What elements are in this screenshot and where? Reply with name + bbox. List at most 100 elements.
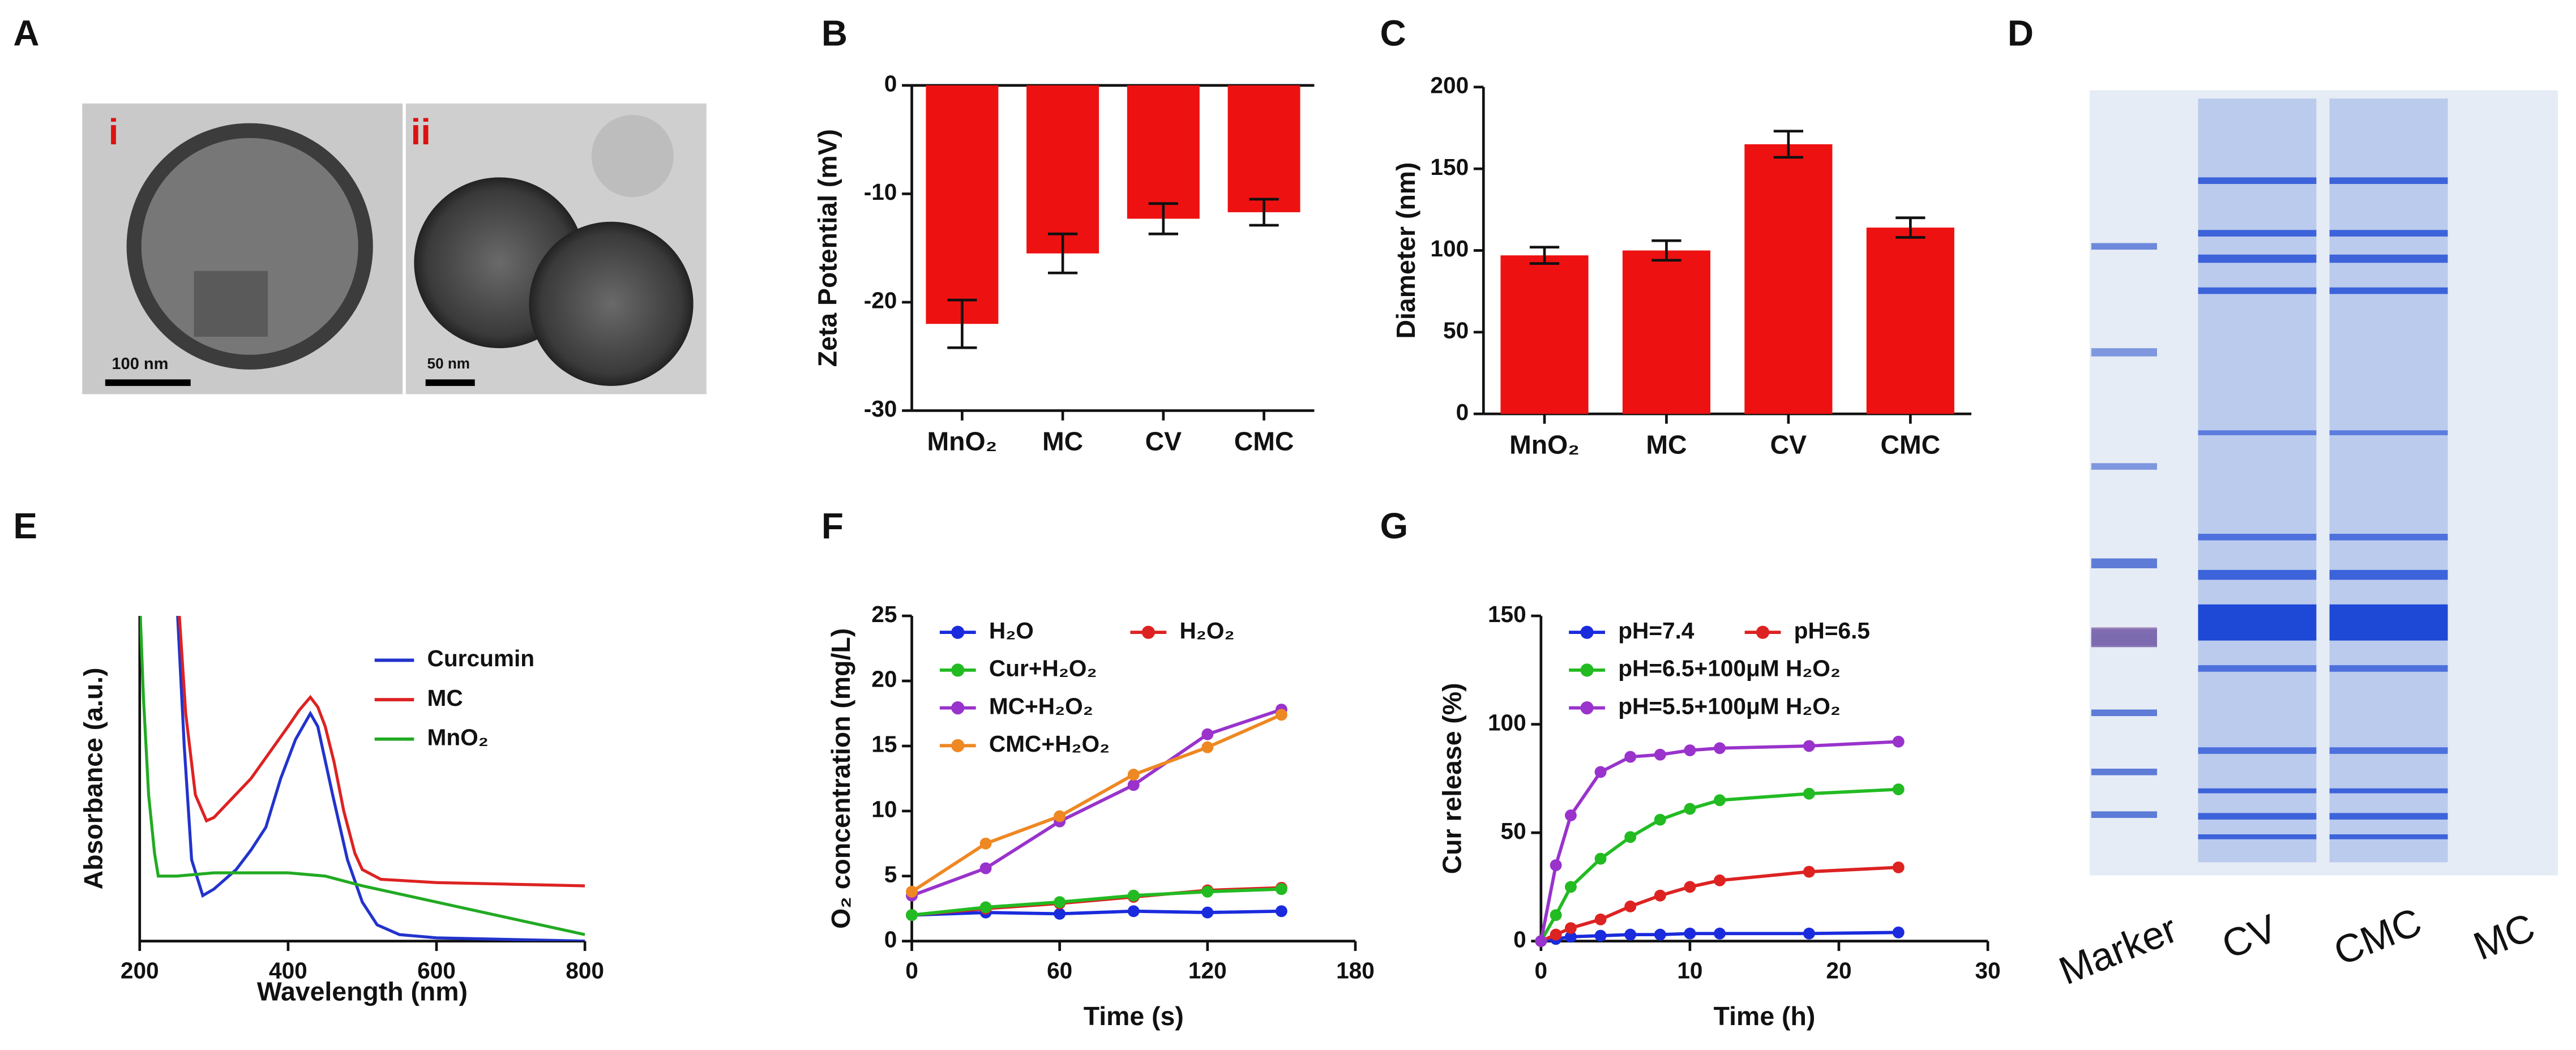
- data-point: [1624, 751, 1637, 763]
- gel-band: [2091, 709, 2157, 717]
- gel-band: [2329, 747, 2448, 754]
- gel-image: [2089, 90, 2558, 876]
- series-line: [1539, 740, 1899, 942]
- legend-label: Curcumin: [427, 645, 535, 671]
- gel-band: [2198, 177, 2317, 184]
- x-tick-label: MnO₂: [927, 427, 998, 456]
- legend-label: pH=6.5+100μM H₂O₂: [1618, 655, 1841, 682]
- data-point: [1654, 748, 1666, 761]
- bar: [1127, 85, 1200, 219]
- series-line: [1540, 865, 1899, 943]
- data-point: [1714, 874, 1726, 886]
- bar: [1500, 255, 1589, 414]
- gel-band: [2198, 813, 2317, 820]
- panel-label: D: [2008, 13, 2034, 54]
- data-point: [979, 837, 992, 850]
- lane-label: Marker: [2053, 906, 2183, 993]
- lane-label: MC: [2467, 905, 2541, 968]
- bar: [1026, 85, 1099, 254]
- y-tick-label: 25: [871, 601, 897, 627]
- x-tick-label: MnO₂: [1509, 430, 1580, 460]
- y-tick-label: 0: [884, 926, 897, 952]
- data-point: [1594, 852, 1607, 865]
- x-tick-label: CV: [1145, 427, 1182, 456]
- y-tick-label: -20: [864, 288, 897, 314]
- y-tick-label: 5: [884, 861, 897, 887]
- tem-images: i ii 100 nm 50 nm: [82, 103, 707, 395]
- series-line: [178, 616, 585, 888]
- x-tick-label: 400: [269, 957, 307, 983]
- data-point: [1201, 728, 1214, 740]
- data-point: [1803, 865, 1815, 878]
- gel-band: [2329, 604, 2448, 641]
- data-point: [1127, 905, 1140, 918]
- data-point: [1275, 709, 1287, 721]
- legend-marker: [1580, 625, 1594, 639]
- legend-marker: [1580, 663, 1594, 677]
- panel-label: C: [1380, 13, 1406, 54]
- data-point: [1654, 813, 1666, 826]
- error-bar: [1895, 216, 1925, 239]
- x-tick-label: 30: [1975, 957, 2001, 983]
- y-tick-label: -30: [864, 396, 897, 422]
- gel-band: [2091, 811, 2157, 818]
- y-tick-label: 150: [1430, 154, 1469, 180]
- data-point: [1594, 929, 1607, 942]
- plot-area: [906, 704, 1287, 922]
- x-tick-label: 800: [566, 957, 604, 983]
- data-point: [1054, 907, 1066, 920]
- gel-background: [2089, 90, 2558, 876]
- inset-label: ii: [411, 112, 431, 152]
- data-point: [1565, 881, 1577, 893]
- data-point: [1127, 889, 1140, 902]
- series-line: [1539, 787, 1899, 942]
- gel-band: [2329, 788, 2448, 794]
- x-tick-label: 120: [1188, 957, 1227, 983]
- series-line: [911, 708, 1282, 897]
- legend-marker: [1141, 625, 1155, 639]
- gel-lane: [2198, 98, 2317, 863]
- legend-label: pH=5.5+100μM H₂O₂: [1618, 693, 1841, 719]
- data-point: [906, 885, 918, 898]
- legend-marker: [951, 739, 965, 752]
- gel-band: [2329, 534, 2448, 541]
- y-tick-label: 200: [1430, 72, 1469, 98]
- error-bar: [1148, 202, 1178, 235]
- legend-marker: [1580, 701, 1594, 715]
- y-axis-title: Cur release (%): [1437, 683, 1466, 874]
- data-point: [1684, 744, 1696, 757]
- data-point: [1565, 922, 1577, 935]
- gel-band: [2091, 463, 2157, 470]
- x-axis-title: Wavelength (nm): [257, 977, 468, 1006]
- x-tick-label: MC: [1042, 427, 1083, 456]
- legend-label: MnO₂: [427, 724, 489, 750]
- gel-band: [2329, 287, 2448, 294]
- data-point: [1684, 881, 1696, 893]
- gel-band: [2198, 254, 2317, 263]
- gel-band: [2091, 348, 2157, 357]
- x-tick-label: 200: [121, 957, 159, 983]
- gel-band: [2198, 604, 2317, 641]
- gel-band: [2198, 230, 2317, 237]
- plot-area: [1535, 735, 1905, 948]
- x-tick-label: 180: [1336, 957, 1375, 983]
- data-point: [1714, 742, 1726, 755]
- x-tick-label: 0: [905, 957, 918, 983]
- legend-label: H₂O₂: [1179, 618, 1234, 644]
- series-line: [139, 616, 585, 936]
- legend-label: MC+H₂O₂: [989, 693, 1093, 719]
- gel-band: [2198, 569, 2317, 580]
- data-point: [1535, 935, 1547, 948]
- gel-band: [2329, 569, 2448, 580]
- x-tick-label: CMC: [1881, 430, 1941, 460]
- legend-label: CMC+H₂O₂: [989, 731, 1110, 757]
- debris: [591, 115, 674, 198]
- error-bar: [1529, 246, 1560, 265]
- y-tick-label: 50: [1443, 318, 1469, 344]
- data-point: [1565, 931, 1577, 943]
- gel-band: [2198, 665, 2317, 672]
- series-line: [912, 909, 1282, 917]
- data-point: [1594, 913, 1607, 925]
- panel-label: F: [821, 505, 844, 546]
